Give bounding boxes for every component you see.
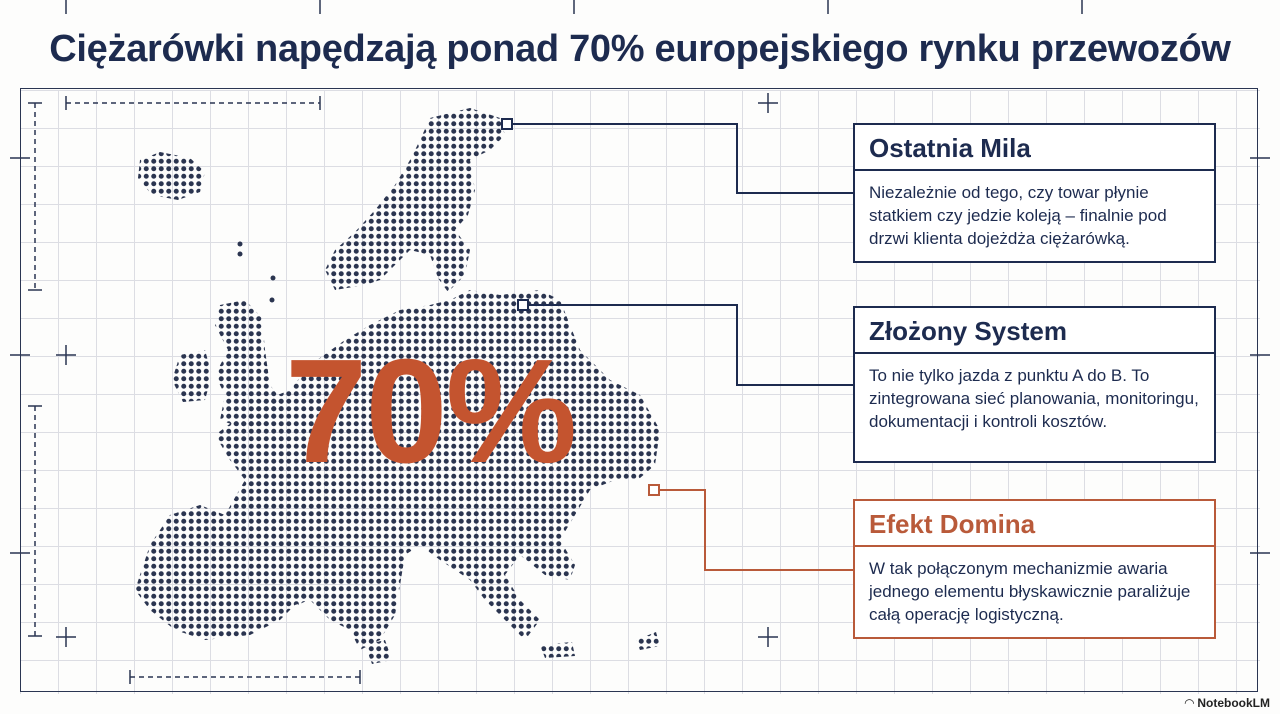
card-domino-effect: Efekt Domina W tak połączonym mechanizmi… [853, 499, 1216, 639]
card-text: Niezależnie od tego, czy towar płynie st… [869, 183, 1167, 248]
blueprint-frame [20, 88, 1258, 692]
branding-text: NotebookLM [1197, 696, 1270, 710]
highlight-percentage: 70% [285, 329, 577, 494]
card-heading: Efekt Domina [855, 501, 1214, 547]
card-heading: Ostatnia Mila [855, 125, 1214, 171]
card-last-mile: Ostatnia Mila Niezależnie od tego, czy t… [853, 123, 1216, 263]
branding-logo: ◠ NotebookLM [1184, 696, 1270, 710]
card-heading: Złożony System [855, 308, 1214, 354]
card-text: W tak połączonym mechanizmie awaria jedn… [869, 559, 1191, 624]
card-complex-system: Złożony System To nie tylko jazda z punk… [853, 306, 1216, 463]
card-text: To nie tylko jazda z punktu A do B. To z… [869, 366, 1199, 431]
page-title: Ciężarówki napędzają ponad 70% europejsk… [49, 28, 1231, 70]
